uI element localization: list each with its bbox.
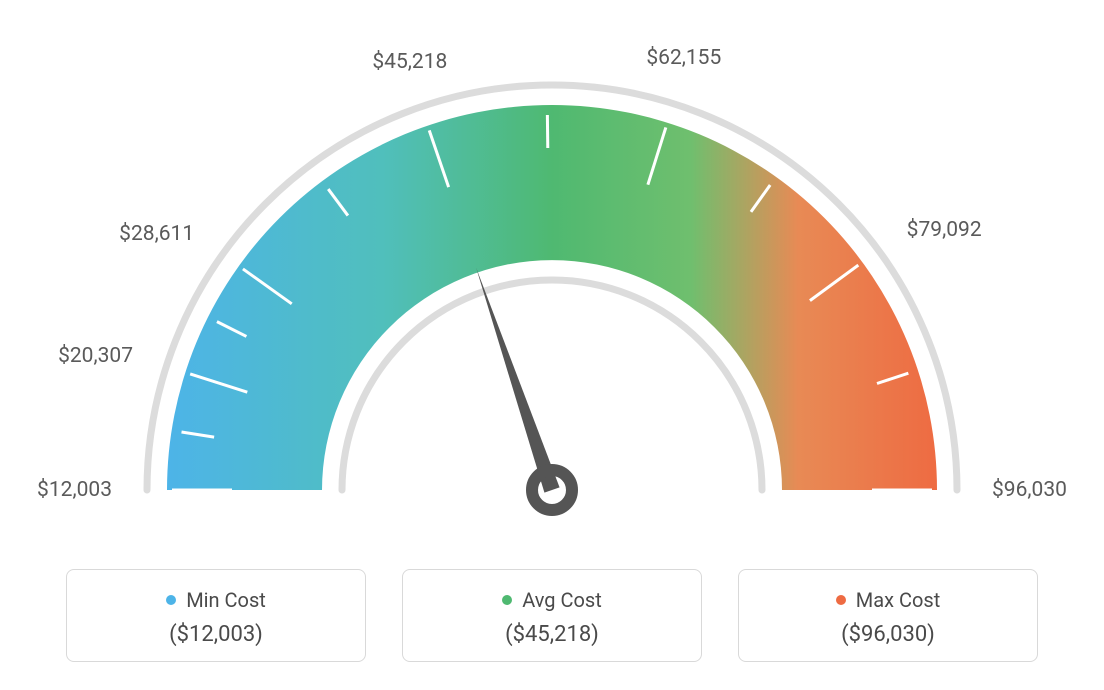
- max-cost-value: ($96,030): [739, 622, 1037, 647]
- gauge-tick-label: $79,092: [907, 218, 982, 242]
- max-cost-title: Max Cost: [856, 588, 941, 612]
- max-cost-title-row: Max Cost: [836, 588, 941, 612]
- cost-cards: Min Cost ($12,003) Avg Cost ($45,218) Ma…: [66, 569, 1038, 662]
- gauge-tick-label: $62,155: [646, 46, 721, 70]
- avg-cost-card: Avg Cost ($45,218): [402, 569, 702, 662]
- avg-cost-title-row: Avg Cost: [502, 588, 602, 612]
- gauge-tick-label: $20,307: [58, 344, 133, 368]
- min-cost-dot: [166, 595, 176, 605]
- gauge-chart: $12,003$20,307$28,611$45,218$62,155$79,0…: [72, 20, 1032, 540]
- gauge-tick-label: $45,218: [372, 50, 447, 74]
- avg-cost-title: Avg Cost: [522, 588, 602, 612]
- min-cost-value: ($12,003): [67, 622, 365, 647]
- avg-cost-value: ($45,218): [403, 622, 701, 647]
- min-cost-title-row: Min Cost: [166, 588, 266, 612]
- avg-cost-dot: [502, 595, 512, 605]
- gauge-tick-label: $28,611: [119, 222, 194, 246]
- min-cost-card: Min Cost ($12,003): [66, 569, 366, 662]
- max-cost-dot: [836, 595, 846, 605]
- gauge-svg: [72, 20, 1032, 540]
- gauge-tick-label: $96,030: [992, 478, 1067, 502]
- gauge-tick-label: $12,003: [37, 478, 112, 502]
- max-cost-card: Max Cost ($96,030): [738, 569, 1038, 662]
- min-cost-title: Min Cost: [186, 588, 266, 612]
